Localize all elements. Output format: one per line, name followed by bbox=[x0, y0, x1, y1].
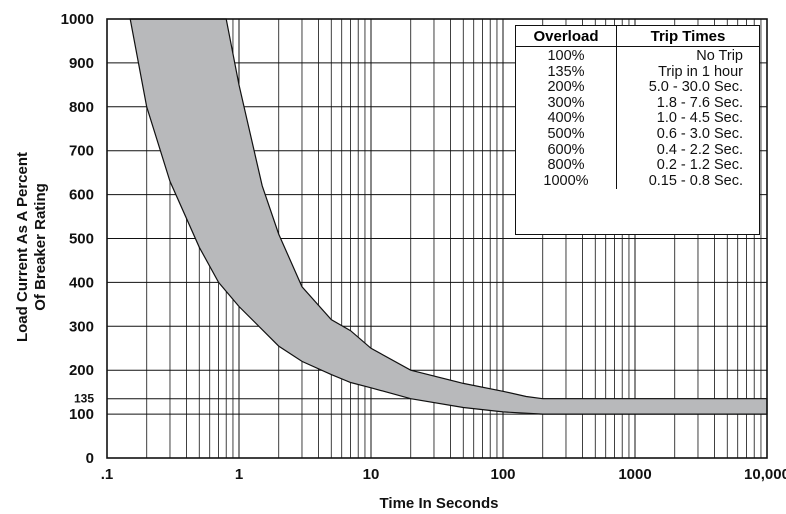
x-tick-label: .1 bbox=[101, 466, 114, 483]
trip-time-cell: 1.8 - 7.6 Sec. bbox=[656, 94, 743, 111]
y-tick-label: 300 bbox=[69, 318, 94, 335]
y-tick-label: 400 bbox=[69, 274, 94, 291]
plot-frame bbox=[106, 18, 768, 459]
trip-time-cell: 0.2 - 1.2 Sec. bbox=[656, 157, 743, 174]
x-tick-label: 10 bbox=[363, 466, 380, 483]
overload-cell: 400% bbox=[516, 111, 617, 127]
overload-cell: 600% bbox=[516, 142, 617, 159]
overload-cell: 800% bbox=[516, 158, 617, 174]
header-overload: Overload bbox=[516, 26, 617, 47]
y-tick-label: 135 bbox=[74, 392, 94, 406]
trip-times-row: 600% 0.4 - 2.2 Sec. bbox=[516, 141, 759, 159]
x-tick-label: 1 bbox=[235, 466, 243, 483]
header-trip-times: Trip Times bbox=[616, 26, 759, 47]
y-tick-label: 600 bbox=[69, 187, 94, 204]
trip-times-row: 800% 0.2 - 1.2 Sec. bbox=[516, 158, 759, 174]
y-tick-label: 100 bbox=[69, 406, 94, 423]
overload-cell: 200% bbox=[516, 80, 617, 96]
overload-cell: 135% bbox=[516, 64, 617, 81]
x-tick-label: 100 bbox=[490, 466, 515, 483]
x-axis-ticks: .1 1 10 100 1000 10,000 bbox=[101, 466, 786, 483]
trip-time-cell: Trip in 1 hour bbox=[658, 63, 743, 80]
trip-time-cell: 5.0 - 30.0 Sec. bbox=[648, 79, 743, 96]
trip-times-row: 100% No Trip bbox=[516, 46, 759, 65]
trip-time-cell: 0.6 - 3.0 Sec. bbox=[656, 125, 743, 142]
trip-times-rows: 100% No Trip 135% Trip in 1 hour 200% 5.0 - 3… bbox=[516, 46, 759, 190]
y-axis-title-line-2: Of Breaker Rating bbox=[32, 183, 49, 311]
trip-times-row: 300% 1.8 - 7.6 Sec. bbox=[516, 94, 759, 112]
x-axis-title: Time In Seconds bbox=[380, 495, 499, 512]
y-tick-label: 700 bbox=[69, 143, 94, 160]
trip-times-row: 400% 1.0 - 4.5 Sec. bbox=[516, 111, 759, 127]
trip-time-cell: 0.4 - 2.2 Sec. bbox=[656, 141, 743, 158]
trip-times-row: 500% 0.6 - 3.0 Sec. bbox=[516, 125, 759, 143]
x-tick-label: 1000 bbox=[618, 466, 651, 483]
trip-times-table: Overload Trip Times 100% No Trip 135% Trip … bbox=[515, 25, 760, 235]
overload-cell: 100% bbox=[516, 46, 617, 65]
y-axis-title-line-1: Load Current As A Percent bbox=[14, 152, 31, 342]
trip-times-row: 135% Trip in 1 hour bbox=[516, 63, 759, 81]
y-tick-label: 1000 bbox=[61, 11, 94, 28]
trip-times-row: 200% 5.0 - 30.0 Sec. bbox=[516, 80, 759, 96]
overload-cell: 300% bbox=[516, 95, 617, 112]
overload-cell: 1000% bbox=[516, 173, 617, 190]
y-tick-label: 200 bbox=[69, 362, 94, 379]
y-tick-label: 0 bbox=[86, 450, 94, 467]
y-tick-label: 900 bbox=[69, 55, 94, 72]
trip-times-row: 1000% 0.15 - 0.8 Sec. bbox=[516, 172, 759, 190]
trip-time-cell: 1.0 - 4.5 Sec. bbox=[656, 110, 743, 127]
y-tick-label: 800 bbox=[69, 99, 94, 116]
overload-cell: 500% bbox=[516, 126, 617, 143]
trip-time-cell: No Trip bbox=[696, 48, 743, 64]
x-tick-label: 10,000 bbox=[744, 466, 786, 483]
trip-time-cell: 0.15 - 0.8 Sec. bbox=[648, 172, 743, 189]
y-tick-label: 500 bbox=[69, 231, 94, 248]
